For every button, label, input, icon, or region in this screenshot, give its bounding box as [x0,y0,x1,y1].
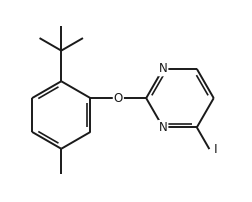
Text: I: I [214,143,217,156]
Text: N: N [159,62,167,75]
Text: O: O [114,92,123,105]
Text: N: N [159,121,167,134]
